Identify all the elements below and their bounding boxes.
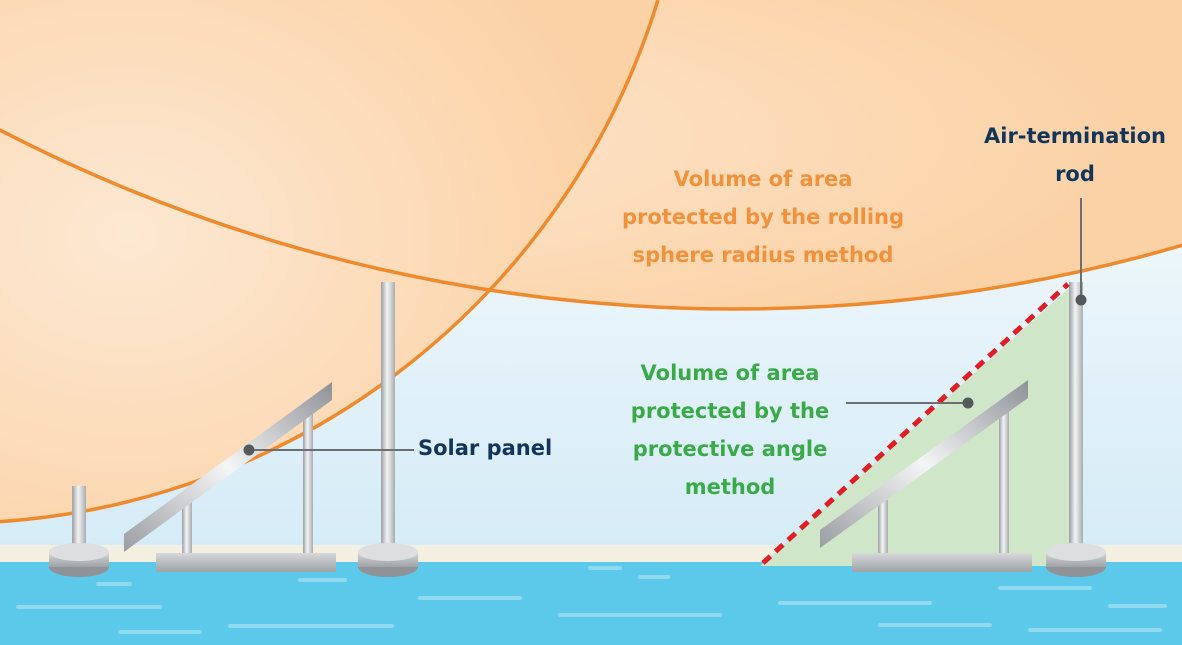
solar-panel-right — [820, 380, 1032, 572]
label-rolling-sphere-method: Volume of area protected by the rolling … — [621, 167, 905, 267]
rolling-sphere-left-zone — [0, 0, 658, 522]
middle-rod — [358, 282, 418, 577]
left-rod — [49, 486, 109, 577]
rolling-sphere-left-edge — [0, 0, 660, 524]
label-air-termination-rod: Air-termination rod — [984, 124, 1166, 186]
rolling-sphere-upper-edge — [0, 128, 1182, 311]
air-termination-leader — [1075, 198, 1087, 306]
label-solar-panel: Solar panel — [418, 436, 553, 460]
water-ripples — [16, 566, 1167, 634]
air-termination-rod — [1046, 282, 1106, 577]
solar-panel-leader — [243, 444, 414, 456]
protective-angle-line — [761, 282, 1070, 565]
solar-panel-left — [124, 382, 336, 572]
protective-angle-leader — [846, 397, 974, 409]
label-protective-angle-method: Volume of area protected by the protecti… — [630, 361, 830, 499]
